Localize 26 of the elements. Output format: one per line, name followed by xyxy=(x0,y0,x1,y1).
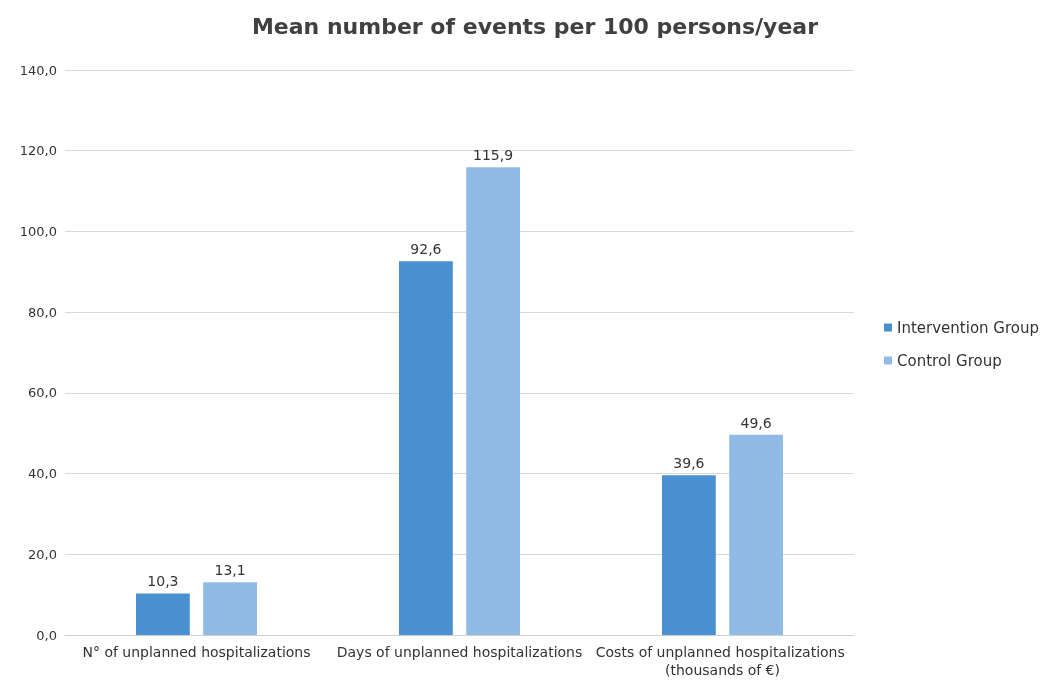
x-tick-label: Costs of unplanned hospitalizations (thousands of €) xyxy=(595,644,850,678)
data-label: 10,3 xyxy=(147,573,179,590)
data-label: 115,9 xyxy=(473,147,514,164)
data-label: 39,6 xyxy=(673,455,705,472)
y-tick-label: 20,0 xyxy=(28,546,57,562)
chart-title: Mean number of events per 100 persons/year xyxy=(251,13,819,39)
y-tick-label: 40,0 xyxy=(28,466,57,482)
y-tick-label: 120,0 xyxy=(19,143,57,159)
bar xyxy=(729,434,783,635)
data-label: 92,6 xyxy=(410,241,442,258)
bar xyxy=(399,261,453,635)
y-tick-label: 80,0 xyxy=(28,304,57,320)
data-label: 49,6 xyxy=(740,414,772,431)
legend-label: Intervention Group xyxy=(897,318,1040,337)
bar xyxy=(203,582,257,635)
bar xyxy=(466,167,520,635)
y-tick-label: 60,0 xyxy=(28,385,57,401)
y-tick-label: 0,0 xyxy=(36,627,57,643)
y-tick-label: 140,0 xyxy=(19,62,57,78)
legend-label: Control Group xyxy=(897,351,1002,370)
x-tick-label: N° of unplanned hospitalizations xyxy=(82,644,311,660)
x-tick-label: Days of unplanned hospitalizations xyxy=(336,644,583,660)
data-label: 13,1 xyxy=(214,562,246,579)
bar xyxy=(136,593,190,635)
bar xyxy=(662,475,716,635)
y-tick-label: 100,0 xyxy=(19,223,57,239)
